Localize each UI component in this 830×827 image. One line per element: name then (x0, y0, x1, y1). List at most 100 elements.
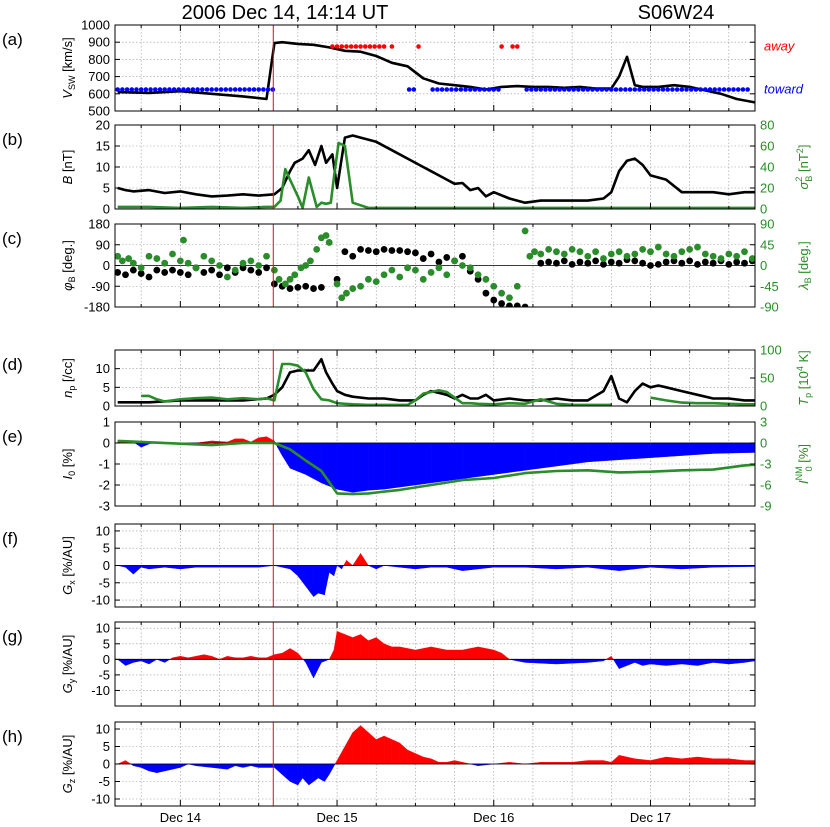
data-point (255, 262, 263, 269)
y2-tick-label: -90 (760, 300, 779, 315)
area-negative (336, 565, 342, 570)
data-point (199, 87, 205, 92)
area-positive (697, 756, 714, 765)
data-point (741, 248, 748, 256)
data-point (615, 259, 623, 267)
panel-label: (h) (2, 727, 23, 746)
data-point (124, 87, 130, 92)
data-point (547, 87, 553, 92)
y-tick-label: 0 (103, 757, 110, 772)
panel-label: (f) (2, 529, 18, 548)
area-negative (587, 442, 620, 463)
data-point (639, 259, 647, 267)
y2-axis-sub: B (804, 176, 814, 182)
data-point (153, 255, 161, 262)
data-point (115, 252, 122, 260)
data-point (584, 259, 592, 267)
data-point (600, 260, 607, 268)
area-negative (180, 565, 197, 570)
data-point (694, 260, 701, 268)
area-positive (407, 749, 416, 765)
data-point (270, 266, 278, 274)
data-point (639, 245, 647, 253)
plot-area (117, 134, 755, 209)
area-negative (368, 442, 385, 491)
area-negative (712, 442, 755, 454)
data-point (506, 294, 513, 302)
data-point (576, 258, 584, 266)
data-point (242, 87, 247, 92)
area-positive (376, 735, 385, 765)
area-positive (203, 654, 212, 660)
data-point (362, 44, 368, 49)
data-point (143, 87, 149, 92)
y-axis-sub: p (67, 386, 77, 391)
y-axis-label: Gy [%/AU] (60, 635, 77, 694)
data-point (631, 257, 639, 265)
y-axis-sub: B (67, 276, 77, 282)
area-negative (626, 659, 636, 666)
y2-axis-label: σ2B [nT2] (794, 145, 814, 190)
area-positive (446, 649, 463, 660)
data-point (474, 271, 482, 279)
area-positive (172, 655, 181, 660)
data-point (281, 280, 289, 288)
data-point (218, 87, 224, 92)
area-positive (368, 637, 377, 660)
data-point (725, 250, 733, 258)
data-point (152, 87, 158, 92)
area-negative (329, 763, 336, 776)
data-point (526, 252, 534, 260)
data-point (427, 269, 435, 276)
data-point (364, 275, 372, 283)
area-negative (493, 442, 526, 475)
data-point (162, 87, 167, 92)
plot-area (115, 40, 755, 104)
data-point (275, 275, 283, 283)
y-tick-label: 90 (96, 237, 110, 252)
panel-label: (d) (2, 355, 23, 374)
data-point (134, 87, 139, 92)
y2-axis-symbol: T (796, 397, 811, 406)
data-point (665, 87, 671, 92)
data-point (412, 266, 419, 274)
data-point (615, 248, 623, 256)
y-axis-unit: [%] (60, 448, 75, 470)
x-ticks (140, 422, 730, 506)
area-positive (336, 631, 346, 660)
area-negative (612, 659, 620, 670)
area-negative (305, 565, 314, 598)
annotation-toward: toward (764, 82, 804, 97)
data-point (358, 44, 363, 49)
y-axis-symbol: G (60, 783, 75, 793)
area-positive (346, 559, 354, 566)
data-point (670, 252, 678, 260)
data-point (247, 266, 255, 274)
area-negative (681, 442, 714, 456)
data-point (120, 87, 125, 92)
area-positive (493, 649, 502, 660)
area-positive (454, 760, 463, 765)
data-point (490, 282, 498, 290)
data-point (537, 250, 545, 258)
data-point (381, 44, 387, 49)
data-point (670, 87, 675, 92)
data-point (733, 258, 741, 266)
data-point (531, 248, 538, 256)
data-point (477, 87, 482, 92)
data-point (721, 87, 727, 92)
series-line-black (117, 134, 755, 204)
data-point (353, 44, 359, 49)
area-positive (360, 634, 369, 660)
plot-area (115, 631, 755, 679)
data-point (256, 87, 262, 92)
panel-e: -3-2-101-9-6-303(e)I0 [%]INM0 [%] (2, 415, 814, 514)
area-negative (368, 565, 377, 570)
y-tick-label: 800 (88, 52, 110, 67)
y-tick-label: 5 (103, 181, 110, 196)
data-point (506, 302, 513, 307)
y2-axis-unit-sup: 2 (795, 148, 805, 153)
data-point (678, 259, 686, 267)
y-axis-sub: SW (67, 75, 77, 90)
